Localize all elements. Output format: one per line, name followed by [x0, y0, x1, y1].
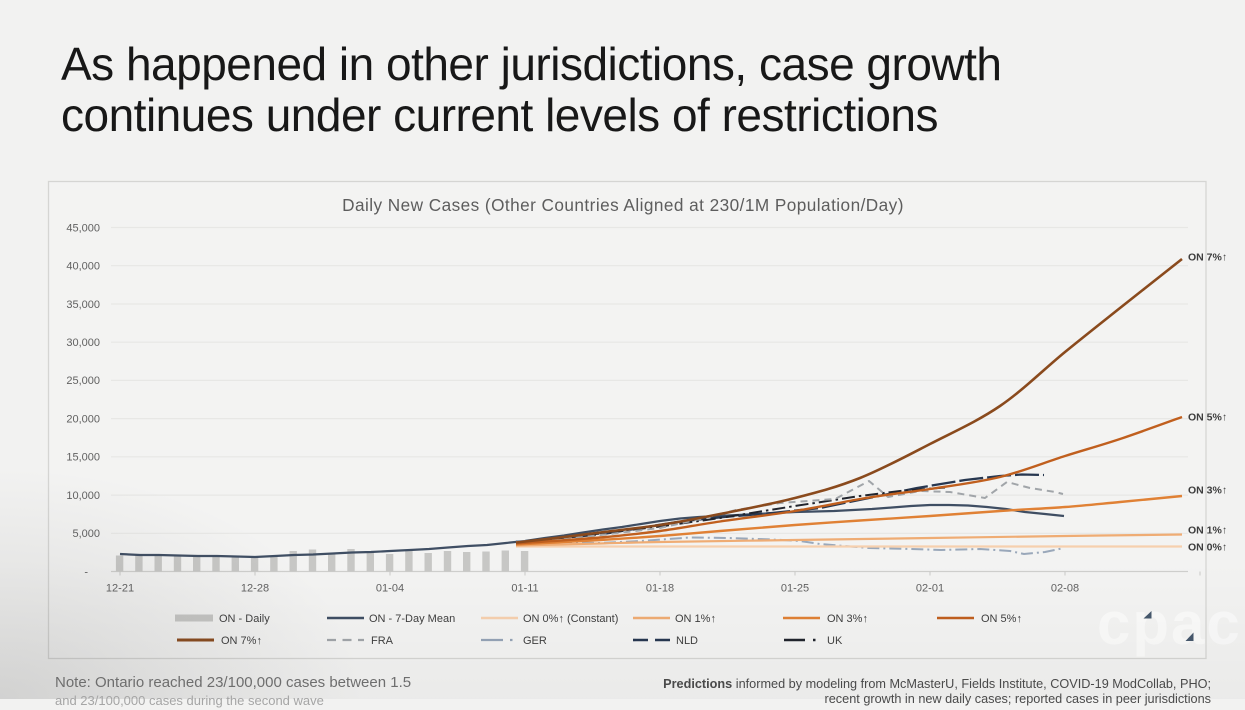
svg-text:01-04: 01-04 — [376, 583, 404, 595]
svg-text:30,000: 30,000 — [66, 337, 100, 349]
svg-text:40,000: 40,000 — [66, 261, 100, 273]
svg-text:ON 1%↑: ON 1%↑ — [1188, 525, 1227, 537]
svg-text:FRA: FRA — [371, 635, 394, 647]
svg-text:5,000: 5,000 — [72, 528, 100, 540]
svg-text:45,000: 45,000 — [66, 222, 100, 234]
svg-text:15,000: 15,000 — [66, 452, 100, 464]
svg-text:ON - 7-Day Mean: ON - 7-Day Mean — [369, 613, 455, 625]
svg-text:ON 7%↑: ON 7%↑ — [221, 635, 262, 647]
svg-text:GER: GER — [523, 635, 547, 647]
svg-text:12-28: 12-28 — [241, 583, 269, 595]
svg-text:ON 3%↑: ON 3%↑ — [827, 613, 868, 625]
svg-text:20,000: 20,000 — [66, 413, 100, 425]
svg-text:35,000: 35,000 — [66, 299, 100, 311]
svg-text:01-11: 01-11 — [511, 583, 538, 595]
svg-text:ON 3%↑: ON 3%↑ — [1188, 485, 1227, 497]
svg-text:UK: UK — [827, 635, 843, 647]
svg-text:ON 7%↑: ON 7%↑ — [1188, 252, 1227, 264]
svg-text:25,000: 25,000 — [66, 375, 100, 387]
svg-text:ON 5%↑: ON 5%↑ — [1188, 412, 1227, 424]
svg-text:cpac: cpac — [1097, 590, 1242, 657]
svg-text:01-18: 01-18 — [646, 583, 674, 595]
svg-text:01-25: 01-25 — [781, 583, 809, 595]
svg-text:12-21: 12-21 — [106, 583, 134, 595]
svg-text:02-01: 02-01 — [916, 583, 944, 595]
svg-text:Daily New Cases (Other Countri: Daily New Cases (Other Countries Aligned… — [342, 195, 904, 215]
svg-text:10,000: 10,000 — [66, 490, 100, 502]
svg-text:NLD: NLD — [676, 635, 698, 647]
svg-text:ON 0%↑: ON 0%↑ — [1188, 542, 1227, 554]
svg-text:ON 0%↑ (Constant): ON 0%↑ (Constant) — [523, 613, 618, 625]
svg-text:ON 1%↑: ON 1%↑ — [675, 613, 716, 625]
svg-text:-: - — [84, 566, 88, 578]
svg-text:ON - Daily: ON - Daily — [219, 613, 270, 625]
svg-text:02-08: 02-08 — [1051, 583, 1079, 595]
svg-text:ON 5%↑: ON 5%↑ — [981, 613, 1022, 625]
